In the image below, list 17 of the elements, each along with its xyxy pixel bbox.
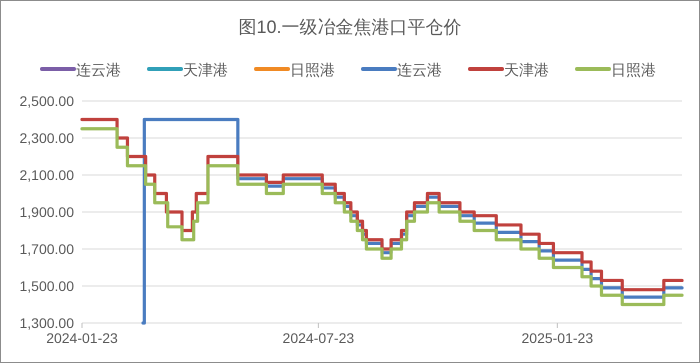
legend-label: 天津港 [183,62,228,79]
y-tick-label: 2,300.00 [20,130,74,146]
x-tick-label: 2024-01-23 [46,330,118,346]
legend-label: 天津港 [504,62,549,79]
legend-label: 连云港 [397,62,442,79]
y-tick-label: 1,700.00 [20,241,74,257]
x-tick-label: 2025-01-23 [522,330,594,346]
y-tick-label: 1,900.00 [20,204,74,220]
legend-label: 连云港 [76,62,121,79]
x-tick-label: 2024-07-23 [282,330,354,346]
legend-label: 日照港 [290,62,335,79]
legend-label: 日照港 [611,62,656,79]
y-tick-label: 1,500.00 [20,278,74,294]
y-tick-label: 2,500.00 [20,93,74,109]
chart-title: 图10.一级冶金焦港口平仓价 [238,17,462,37]
y-tick-label: 1,300.00 [20,315,74,331]
y-tick-label: 2,100.00 [20,167,74,183]
